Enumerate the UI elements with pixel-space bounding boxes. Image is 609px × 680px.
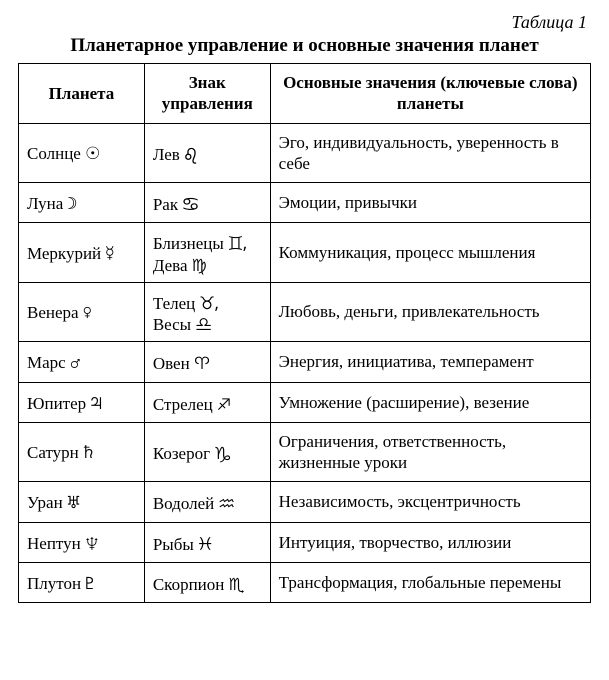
table-row: Солнце ☉Лев ♌Эго, индивидуальность, увер…: [19, 123, 591, 183]
cell-meaning: Эго, индивидуальность, уверенность в себ…: [270, 123, 590, 183]
cell-meaning: Независимость, эксцентричность: [270, 482, 590, 522]
cell-planet: Марс ♂: [19, 342, 145, 382]
cell-planet: Луна ☽: [19, 183, 145, 223]
cell-planet: Юпитер ♃: [19, 382, 145, 422]
planet-symbol-icon: ♇: [85, 564, 93, 599]
table-row: Сатурн ♄Козерог ♑Ограничения, ответствен…: [19, 422, 591, 482]
cell-meaning: Интуиция, творчество, иллюзии: [270, 522, 590, 562]
table-header-row: Планета Знак управления Основные значени…: [19, 64, 591, 124]
cell-meaning: Умножение (расширение), везение: [270, 382, 590, 422]
cell-sign: Стрелец ♐: [144, 382, 270, 422]
planet-symbol-icon: ♀: [83, 293, 92, 328]
cell-meaning: Коммуникация, процесс мышления: [270, 223, 590, 283]
cell-sign: Овен ♈: [144, 342, 270, 382]
cell-meaning: Любовь, деньги, привлекательность: [270, 282, 590, 342]
planet-name: Солнце: [27, 144, 81, 163]
cell-sign: Телец ♉, Весы ♎: [144, 282, 270, 342]
page-root: { "table_label": "Таблица 1", "title": "…: [0, 0, 609, 680]
cell-sign: Скорпион ♏: [144, 562, 270, 602]
planet-name: Венера: [27, 303, 79, 322]
table-row: Марс ♂Овен ♈Энергия, инициатива, темпера…: [19, 342, 591, 382]
planet-name: Меркурий: [27, 244, 101, 263]
table-row: Плутон ♇Скорпион ♏Трансформация, глобаль…: [19, 562, 591, 602]
planet-name: Юпитер: [27, 394, 86, 413]
cell-planet: Нептун ♆: [19, 522, 145, 562]
cell-sign: Близнецы ♊, Дева ♍: [144, 223, 270, 283]
planet-name: Нептун: [27, 534, 81, 553]
planet-name: Уран: [27, 493, 63, 512]
cell-sign: Рыбы ♓: [144, 522, 270, 562]
planet-name: Сатурн: [27, 443, 79, 462]
cell-meaning: Эмоции, привычки: [270, 183, 590, 223]
planet-name: Луна: [27, 194, 63, 213]
planets-table: Планета Знак управления Основные значени…: [18, 63, 591, 603]
planet-symbol-icon: ♂: [70, 343, 81, 378]
cell-planet: Солнце ☉: [19, 123, 145, 183]
cell-planet: Сатурн ♄: [19, 422, 145, 482]
col-header-meaning: Основные значения (ключевые слова) плане…: [270, 64, 590, 124]
planet-symbol-icon: ♃: [90, 384, 102, 419]
cell-sign: Лев ♌: [144, 123, 270, 183]
cell-meaning: Ограничения, ответственность, жизненные …: [270, 422, 590, 482]
table-title: Планетарное управление и основные значен…: [18, 35, 591, 57]
planet-name: Марс: [27, 353, 66, 372]
cell-meaning: Энергия, инициатива, темперамент: [270, 342, 590, 382]
table-body: Солнце ☉Лев ♌Эго, индивидуальность, увер…: [19, 123, 591, 603]
planet-symbol-icon: ♄: [83, 433, 93, 468]
cell-sign: Водолей ♒: [144, 482, 270, 522]
col-header-sign: Знак управления: [144, 64, 270, 124]
col-header-planet: Планета: [19, 64, 145, 124]
planet-symbol-icon: ♆: [85, 524, 99, 559]
planet-symbol-icon: ♅: [67, 483, 80, 518]
cell-sign: Рак ♋: [144, 183, 270, 223]
table-row: Уран ♅Водолей ♒Независимость, эксцентрич…: [19, 482, 591, 522]
table-row: Юпитер ♃Стрелец ♐Умножение (расширение),…: [19, 382, 591, 422]
table-row: Венера ♀Телец ♉, Весы ♎Любовь, деньги, п…: [19, 282, 591, 342]
cell-sign: Козерог ♑: [144, 422, 270, 482]
planet-symbol-icon: ☉: [85, 134, 100, 169]
cell-meaning: Трансформация, глобальные перемены: [270, 562, 590, 602]
table-row: Нептун ♆Рыбы ♓Интуиция, творчество, иллю…: [19, 522, 591, 562]
cell-planet: Меркурий ☿: [19, 223, 145, 283]
table-number-label: Таблица 1: [18, 12, 587, 33]
table-row: Луна ☽Рак ♋Эмоции, привычки: [19, 183, 591, 223]
table-row: Меркурий ☿Близнецы ♊, Дева ♍Коммуникация…: [19, 223, 591, 283]
cell-planet: Плутон ♇: [19, 562, 145, 602]
cell-planet: Венера ♀: [19, 282, 145, 342]
cell-planet: Уран ♅: [19, 482, 145, 522]
planet-symbol-icon: ☿: [105, 234, 114, 269]
planet-symbol-icon: ☽: [68, 184, 78, 219]
planet-name: Плутон: [27, 574, 81, 593]
